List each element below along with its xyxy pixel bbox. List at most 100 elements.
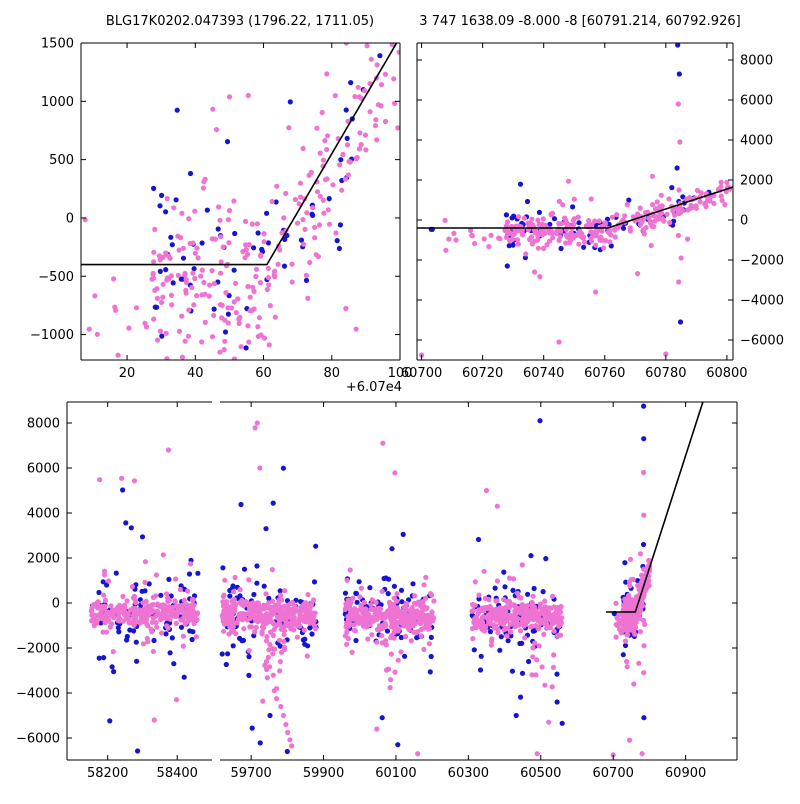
data-point (631, 681, 637, 687)
data-point (294, 634, 300, 640)
data-point (378, 103, 384, 109)
data-point (183, 276, 189, 282)
data-point (548, 228, 555, 234)
data-point (529, 672, 535, 678)
data-point (255, 324, 261, 330)
data-point (383, 622, 389, 629)
data-point (339, 187, 345, 193)
data-point (666, 196, 672, 202)
data-point (408, 608, 414, 615)
data-point (567, 240, 573, 246)
data-point (384, 628, 390, 634)
data-point (187, 561, 194, 567)
data-point (632, 624, 639, 631)
data-point (143, 598, 149, 605)
data-point (173, 620, 179, 627)
data-point (140, 641, 146, 647)
data-point (487, 621, 493, 627)
data-point (154, 295, 160, 301)
data-point (357, 130, 363, 136)
data-point (189, 596, 196, 603)
data-point (519, 670, 526, 676)
data-point (478, 653, 484, 659)
data-point (96, 655, 102, 661)
data-point (588, 196, 594, 202)
data-point (576, 241, 582, 247)
x-tick-label: 60780 (645, 366, 686, 381)
data-point (675, 101, 681, 107)
data-point (389, 611, 395, 617)
data-point (89, 608, 95, 614)
data-point (345, 172, 351, 178)
data-point (694, 187, 701, 194)
data-point (378, 82, 385, 88)
data-point (251, 245, 257, 251)
data-point (669, 185, 675, 191)
data-point (277, 588, 283, 594)
data-point (307, 259, 313, 266)
data-point (588, 235, 594, 242)
y-tick-label: −2000 (740, 254, 784, 269)
data-point (154, 601, 161, 607)
data-point (539, 664, 545, 670)
data-point (302, 226, 308, 232)
data-point (113, 570, 119, 576)
data-point (256, 315, 262, 321)
data-point (194, 293, 200, 299)
data-point (415, 751, 421, 757)
data-point (163, 631, 169, 637)
data-point (621, 616, 627, 622)
data-point (476, 592, 482, 598)
data-point (641, 715, 647, 721)
data-point (632, 631, 638, 637)
data-point (412, 593, 418, 599)
data-point (560, 202, 566, 208)
data-point (636, 587, 642, 593)
data-point (530, 593, 536, 599)
data-point (395, 657, 401, 663)
data-point (646, 557, 652, 564)
data-point (289, 743, 295, 749)
data-point (322, 138, 328, 144)
data-point (91, 603, 97, 609)
data-point (202, 176, 208, 182)
data-point (295, 619, 302, 626)
data-point (488, 642, 494, 648)
data-point (481, 568, 487, 574)
data-point (488, 232, 494, 238)
data-layer (419, 43, 733, 358)
data-point (624, 632, 630, 638)
data-point (549, 593, 556, 599)
data-point (676, 279, 682, 285)
data-point (282, 588, 288, 594)
data-point (513, 712, 519, 719)
data-point (628, 556, 634, 562)
data-point (552, 612, 558, 618)
data-point (607, 239, 613, 245)
data-point (226, 207, 233, 214)
data-point (131, 622, 137, 628)
data-point (497, 647, 503, 653)
data-point (396, 49, 400, 55)
data-point (159, 192, 165, 198)
data-point (111, 276, 117, 282)
data-point (209, 334, 216, 340)
data-point (286, 614, 292, 620)
data-point (356, 94, 362, 100)
data-point (627, 600, 633, 607)
data-point (676, 71, 682, 77)
data-point (472, 622, 478, 628)
data-point (675, 232, 682, 239)
data-point (476, 596, 482, 602)
data-point (269, 604, 275, 610)
data-point (92, 293, 98, 299)
data-point (600, 237, 606, 243)
data-point (305, 592, 311, 598)
data-point (724, 179, 730, 185)
data-point (380, 440, 386, 446)
x-tick-label: 60900 (665, 766, 706, 781)
data-point (575, 231, 582, 237)
data-point (272, 646, 278, 652)
data-point (673, 206, 679, 212)
x-tick-label: 20 (119, 366, 136, 381)
